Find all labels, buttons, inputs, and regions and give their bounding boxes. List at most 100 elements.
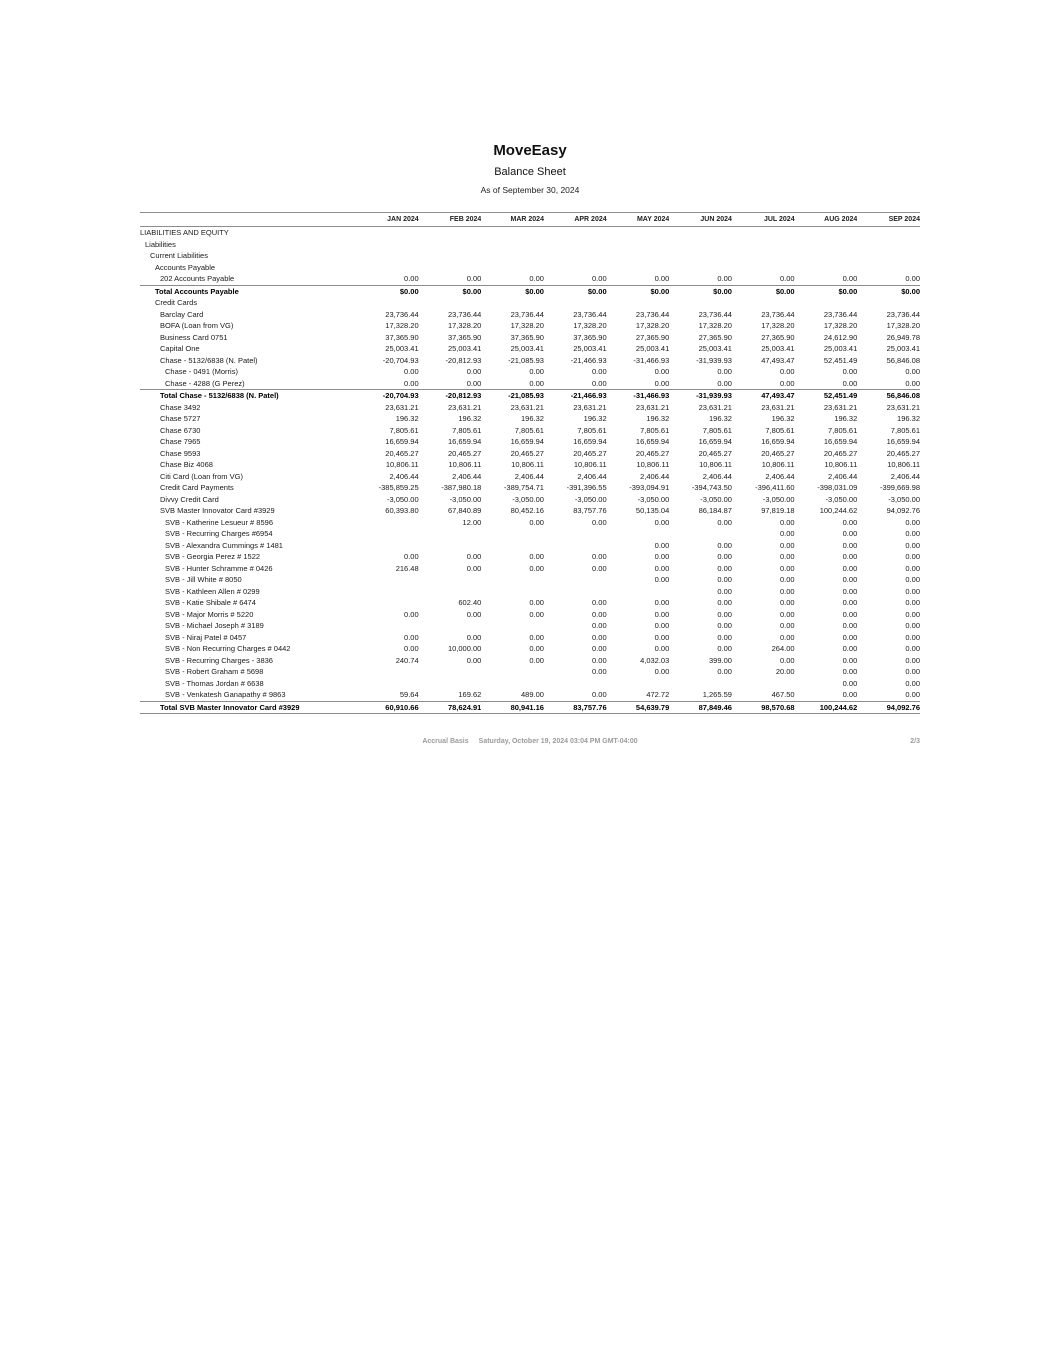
cell-value: 0.00 bbox=[529, 609, 544, 619]
cell-value bbox=[544, 540, 607, 552]
cell-value: 2,406.44 bbox=[452, 471, 482, 481]
cell-value: 2,406.44 bbox=[514, 471, 544, 481]
cell-value: -20,812.93 bbox=[418, 389, 482, 402]
cell-value: 0.00 bbox=[717, 274, 732, 283]
cell-value: 54,639.79 bbox=[606, 700, 670, 714]
row-label: Chase 6730 bbox=[160, 425, 201, 435]
cell-value: 0.00 bbox=[654, 378, 670, 388]
row-label: Chase 5727 bbox=[160, 414, 201, 423]
cell-value: 0.00 bbox=[404, 632, 419, 642]
report-footer: Accrual Basis Saturday, October 19, 2024 … bbox=[140, 738, 920, 745]
cell-value: 2,406.44 bbox=[702, 471, 732, 481]
cell-value: 100,244.62 bbox=[819, 506, 858, 515]
cell-value: -3,050.00 bbox=[637, 494, 670, 504]
cell-value: 0.00 bbox=[905, 540, 920, 550]
cell-value: $0.00 bbox=[731, 284, 795, 297]
row-label: SVB - Robert Graham # 5698 bbox=[165, 667, 264, 676]
column-header: APR 2024 bbox=[543, 212, 607, 227]
cell-value: 467.50 bbox=[771, 690, 795, 699]
report-title: Balance Sheet bbox=[494, 166, 566, 178]
table-row: Citi Card (Loan from VG) 2,406.44 2,406.44… bbox=[140, 471, 920, 483]
row-label: Total Accounts Payable bbox=[140, 284, 356, 297]
cell-value bbox=[544, 250, 607, 262]
column-header: JUL 2024 bbox=[731, 212, 795, 227]
cell-value: -31,466.93 bbox=[606, 389, 670, 402]
cell-value bbox=[356, 528, 419, 540]
cell-value: 16,659.94 bbox=[447, 437, 482, 446]
row-label: Chase Biz 4068 bbox=[160, 460, 213, 469]
cell-value bbox=[732, 239, 795, 251]
cell-value: -21,085.93 bbox=[508, 355, 544, 365]
cell-value bbox=[795, 239, 858, 251]
cell-value bbox=[356, 586, 419, 598]
cell-value: 0.00 bbox=[529, 563, 544, 573]
cell-value: 25,003.41 bbox=[573, 344, 607, 353]
table-row: SVB - Alexandra Cummings # 1481 0.00 0.00 0… bbox=[140, 540, 920, 552]
cell-value bbox=[669, 297, 732, 309]
cell-value: 17,328.20 bbox=[510, 321, 544, 330]
row-label: LIABILITIES AND EQUITY bbox=[140, 228, 229, 237]
cell-value: -3,050.00 bbox=[386, 494, 419, 504]
cell-value bbox=[356, 239, 419, 251]
cell-value: 0.00 bbox=[717, 632, 732, 642]
cell-value: 2,406.44 bbox=[389, 471, 419, 481]
cell-value: -396,411.60 bbox=[755, 483, 795, 492]
cell-value: $0.00 bbox=[606, 284, 670, 297]
row-label: SVB Master Innovator Card #3929 bbox=[160, 506, 275, 515]
cell-value bbox=[419, 227, 482, 239]
cell-value: 17,328.20 bbox=[886, 321, 920, 330]
row-label: Accounts Payable bbox=[155, 262, 216, 272]
cell-value: 16,659.94 bbox=[510, 437, 544, 446]
cell-value: 47,493.47 bbox=[761, 355, 795, 365]
table-row: SVB - Jill White # 8050 0.00 0.00 0.00 0.00 0… bbox=[140, 574, 920, 586]
cell-value bbox=[419, 528, 482, 540]
cell-value: 472.72 bbox=[646, 690, 670, 699]
table-body: LIABILITIES AND EQUITY Liabilities Current… bbox=[140, 227, 920, 714]
cell-value: 2,406.44 bbox=[577, 471, 607, 481]
cell-value: 602.40 bbox=[458, 598, 482, 607]
cell-value: 23,736.44 bbox=[385, 309, 419, 319]
cell-value bbox=[481, 528, 544, 540]
cell-value bbox=[481, 262, 544, 274]
cell-value bbox=[419, 250, 482, 262]
cell-value: 83,757.76 bbox=[573, 506, 607, 515]
cell-value bbox=[419, 239, 482, 251]
cell-value: 37,365.90 bbox=[573, 332, 607, 342]
cell-value: -391,396.55 bbox=[566, 483, 607, 492]
cell-value: 0.00 bbox=[717, 621, 732, 630]
cell-value bbox=[732, 678, 795, 690]
row-label: SVB - Alexandra Cummings # 1481 bbox=[165, 540, 283, 550]
table-row: SVB - Hunter Schramme # 0426 216.48 0.00 0.… bbox=[140, 563, 920, 575]
cell-value: 0.00 bbox=[842, 690, 858, 699]
cell-value bbox=[481, 586, 544, 598]
cell-value bbox=[481, 227, 544, 239]
cell-value: 10,806.11 bbox=[761, 460, 795, 469]
table-row: SVB - Thomas Jordan # 6638 0.00 0.00 bbox=[140, 678, 920, 690]
cell-value: 16,659.94 bbox=[573, 437, 607, 446]
cell-value: 0.00 bbox=[905, 609, 920, 619]
cell-value: 0.00 bbox=[842, 529, 858, 538]
cell-value: 0.00 bbox=[905, 690, 920, 699]
cell-value bbox=[356, 678, 419, 690]
cell-value bbox=[732, 297, 795, 309]
cell-value: 0.00 bbox=[404, 644, 419, 653]
cell-value: 23,631.21 bbox=[385, 402, 419, 412]
section-row: Accounts Payable bbox=[140, 262, 920, 274]
cell-value: 0.00 bbox=[592, 632, 607, 642]
cell-value: 7,805.61 bbox=[452, 425, 482, 435]
cell-value: 0.00 bbox=[905, 274, 920, 283]
row-label: Chase - 5132/6838 (N. Patel) bbox=[160, 355, 258, 365]
cell-value: 17,328.20 bbox=[385, 321, 419, 330]
cell-value: 0.00 bbox=[592, 621, 607, 630]
row-label: Liabilities bbox=[145, 239, 176, 249]
cell-value: 37,365.90 bbox=[385, 332, 419, 342]
table-row: Chase - 5132/6838 (N. Patel) -20,704.93 -2… bbox=[140, 355, 920, 367]
cell-value: 0.00 bbox=[654, 540, 670, 550]
cell-value: $0.00 bbox=[481, 284, 544, 297]
cell-value: 0.00 bbox=[717, 644, 732, 653]
cell-value: -31,939.93 bbox=[696, 355, 732, 365]
cell-value: -385,859.25 bbox=[378, 483, 419, 492]
cell-value: 0.00 bbox=[654, 621, 670, 630]
cell-value: 7,805.61 bbox=[389, 425, 419, 435]
cell-value: 0.00 bbox=[466, 378, 482, 388]
